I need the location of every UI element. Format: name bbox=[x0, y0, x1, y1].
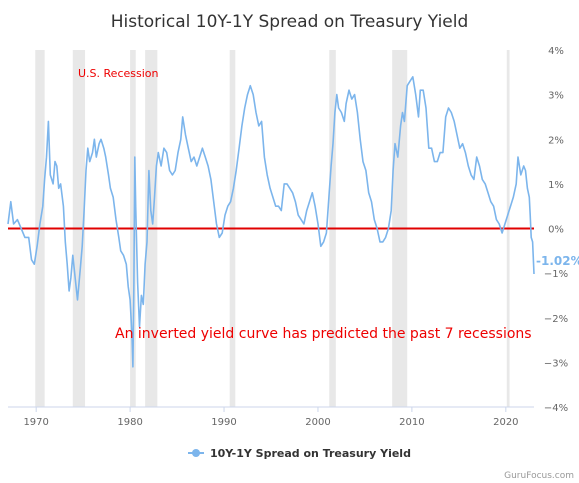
legend[interactable]: 10Y-1Y Spread on Treasury Yield bbox=[188, 447, 411, 460]
chart-title: Historical 10Y-1Y Spread on Treasury Yie… bbox=[111, 12, 469, 32]
y-tick-label: −4% bbox=[544, 403, 568, 414]
x-tick-label: 2020 bbox=[493, 417, 518, 428]
x-tick-label: 1970 bbox=[23, 417, 48, 428]
last-value-label: -1.02% bbox=[536, 254, 579, 268]
y-tick-label: 3% bbox=[548, 91, 564, 102]
y-tick-label: 4% bbox=[548, 46, 564, 57]
annotation-us-recession: U.S. Recession bbox=[78, 67, 159, 80]
y-axis-ticks: 4% 3% 2% 1% 0% −1% −2% −3% −4% bbox=[544, 46, 568, 414]
legend-marker bbox=[192, 449, 200, 457]
credit-text[interactable]: GuruFocus.com bbox=[504, 471, 574, 481]
x-tick-label: 2010 bbox=[399, 417, 424, 428]
legend-label: 10Y-1Y Spread on Treasury Yield bbox=[210, 447, 411, 460]
annotation-inverted-yield: An inverted yield curve has predicted th… bbox=[115, 326, 532, 342]
y-tick-label: 0% bbox=[548, 225, 564, 236]
x-tick-label: 1990 bbox=[211, 417, 236, 428]
y-tick-label: 1% bbox=[548, 180, 564, 191]
series-line[interactable] bbox=[7, 76, 535, 368]
x-tick-label: 1980 bbox=[117, 417, 142, 428]
y-tick-label: 2% bbox=[548, 135, 564, 146]
y-tick-label: −2% bbox=[544, 314, 568, 325]
y-tick-label: −3% bbox=[544, 358, 568, 369]
x-tick-label: 2000 bbox=[305, 417, 330, 428]
x-axis-ticks: 1970 1980 1990 2000 2010 2020 bbox=[23, 407, 519, 428]
y-tick-label: −1% bbox=[544, 269, 568, 280]
